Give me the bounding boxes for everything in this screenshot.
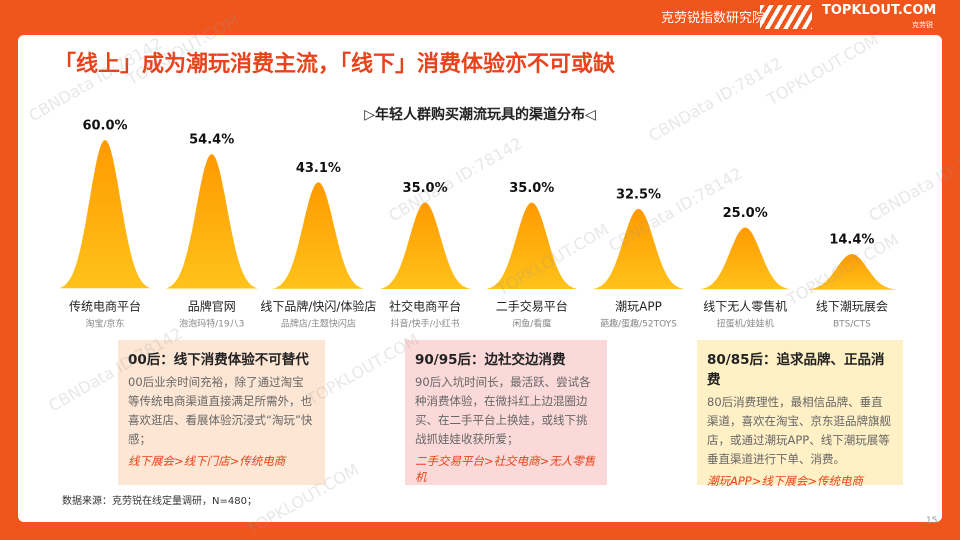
card-title: 00后：线下消费体验不可替代 — [128, 352, 309, 368]
bell-bar — [272, 182, 365, 289]
value-label: 35.0% — [403, 181, 448, 196]
chart-title: ▷年轻人群购买潮流玩具的渠道分布◁ — [364, 106, 596, 123]
card-body: 80后消费理性，最相信品牌、垂直渠道，喜欢在淘宝、京东逛品牌旗舰店，或通过潮玩A… — [707, 395, 891, 466]
slide-title: 「线上」成为潮玩消费主流，「线下」消费体验亦不可或缺 — [54, 52, 616, 77]
logo: TOPKLOUT.COM — [822, 3, 937, 18]
value-label: 54.4% — [189, 133, 234, 148]
card-path: 线下展会>线下门店>传统电商 — [128, 454, 286, 468]
bell-bar — [485, 202, 578, 289]
category-label: 品牌官网 — [188, 299, 236, 314]
insight-card: 90/95后：边社交边消费 90后入坑时间长，最活跃、尝试各种消费体验，在微抖红上… — [405, 340, 607, 485]
card-title: 80/85后：追求品牌、正品消费 — [707, 352, 885, 388]
category-sublabel: BTS/CTS — [833, 320, 871, 330]
value-label: 25.0% — [723, 206, 768, 221]
source: 数据来源：克劳锐在线定量调研，N=480； — [62, 496, 257, 507]
page-number: 15 — [926, 516, 938, 526]
card-body: 00后业余时间充裕，除了通过淘宝等传统电商渠道直接满足所需外，也喜欢逛店、看展体… — [128, 375, 313, 446]
brand: 克劳锐指数研究院 — [660, 11, 765, 26]
bell-bar — [379, 202, 472, 289]
value-label: 43.1% — [296, 161, 341, 176]
bell-bar — [699, 227, 792, 290]
card-body: 90后入坑时间长，最活跃、尝试各种消费体验，在微抖红上边混圈边买、在二手平台上换… — [415, 375, 591, 446]
category-label: 线下无人零售机 — [703, 299, 787, 314]
bell-bar — [59, 140, 151, 289]
value-label: 60.0% — [82, 119, 127, 134]
bell-bar — [165, 154, 258, 289]
category-label: 社交电商平台 — [389, 299, 461, 314]
category-sublabel: 葩趣/蛋趣/52TOYS — [600, 318, 677, 330]
value-label: 32.5% — [616, 187, 661, 202]
card-path: 潮玩APP>线下展会>传统电商 — [707, 474, 864, 488]
insight-card: 80/85后：追求品牌、正品消费 80后消费理性，最相信品牌、垂直渠道，喜欢在淘宝… — [697, 340, 903, 488]
category-sublabel: 淘宝/京东 — [85, 318, 124, 330]
value-label: 14.4% — [829, 233, 874, 248]
category-sublabel: 闲鱼/看魔 — [512, 318, 551, 330]
category-sublabel: 泡泡玛特/19八3 — [179, 318, 244, 330]
category-label: 线下潮玩展会 — [816, 299, 888, 314]
insight-card: 00后：线下消费体验不可替代 00后业余时间充裕，除了通过淘宝等传统电商渠道直接满… — [118, 340, 325, 485]
bell-bar — [805, 254, 898, 290]
logo-stripes — [760, 5, 812, 29]
category-label: 线下品牌/快闪/体验店 — [260, 299, 376, 314]
category-label: 二手交易平台 — [496, 299, 568, 314]
value-label: 35.0% — [509, 181, 554, 196]
category-label: 潮玩APP — [615, 299, 662, 314]
category-sublabel: 扭蛋机/娃娃机 — [717, 318, 774, 330]
logo-cn: 克劳锐 — [912, 21, 933, 29]
category-label: 传统电商平台 — [69, 299, 141, 314]
card-title: 90/95后：边社交边消费 — [415, 352, 566, 368]
bell-bar — [592, 208, 685, 290]
category-sublabel: 品牌店/主题快闪店 — [281, 318, 356, 330]
card-path: 二手交易平台>社交电商>无人零售机 — [415, 454, 596, 484]
category-sublabel: 抖音/快手/小红书 — [391, 318, 460, 330]
